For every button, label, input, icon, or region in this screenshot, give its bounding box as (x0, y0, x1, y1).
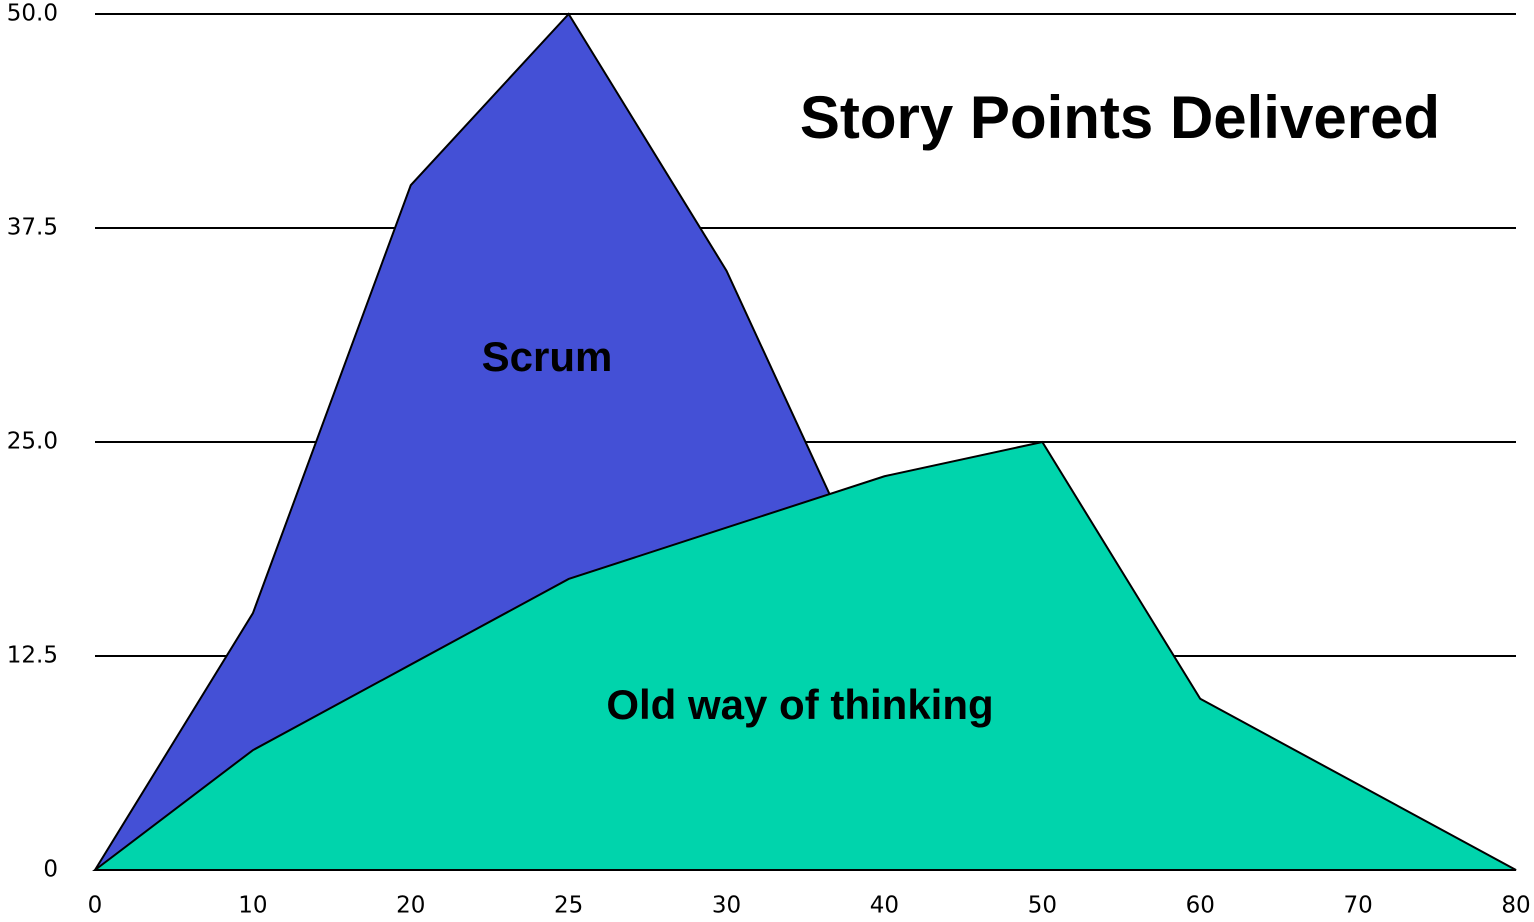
x-tick-label: 60 (1186, 893, 1215, 919)
y-tick-label: 0 (43, 857, 58, 883)
y-tick-label: 12.5 (7, 643, 58, 669)
labels: 0 12.5 25.0 37.5 50.0 0 10 20 25 30 40 50 60 70 80 Scru… (7, 1, 1531, 919)
y-tick-label: 25.0 (7, 429, 58, 455)
y-tick-label: 50.0 (7, 1, 58, 27)
y-tick-label: 37.5 (7, 215, 58, 241)
x-tick-label: 40 (870, 893, 899, 919)
x-tick-label: 50 (1028, 893, 1057, 919)
areas (92, 12, 1517, 871)
area (92, 440, 1517, 871)
series-label: Scrum (482, 333, 613, 380)
series-label: Old way of thinking (606, 681, 993, 728)
x-tick-label: 70 (1343, 893, 1372, 919)
x-tick-label: 10 (238, 893, 267, 919)
chart-title: Story Points Delivered (800, 84, 1440, 151)
x-tick-label: 30 (712, 893, 741, 919)
x-tick-label: 0 (88, 893, 103, 919)
x-tick-label: 25 (554, 893, 583, 919)
x-tick-label: 80 (1501, 893, 1530, 919)
x-tick-label: 20 (396, 893, 425, 919)
